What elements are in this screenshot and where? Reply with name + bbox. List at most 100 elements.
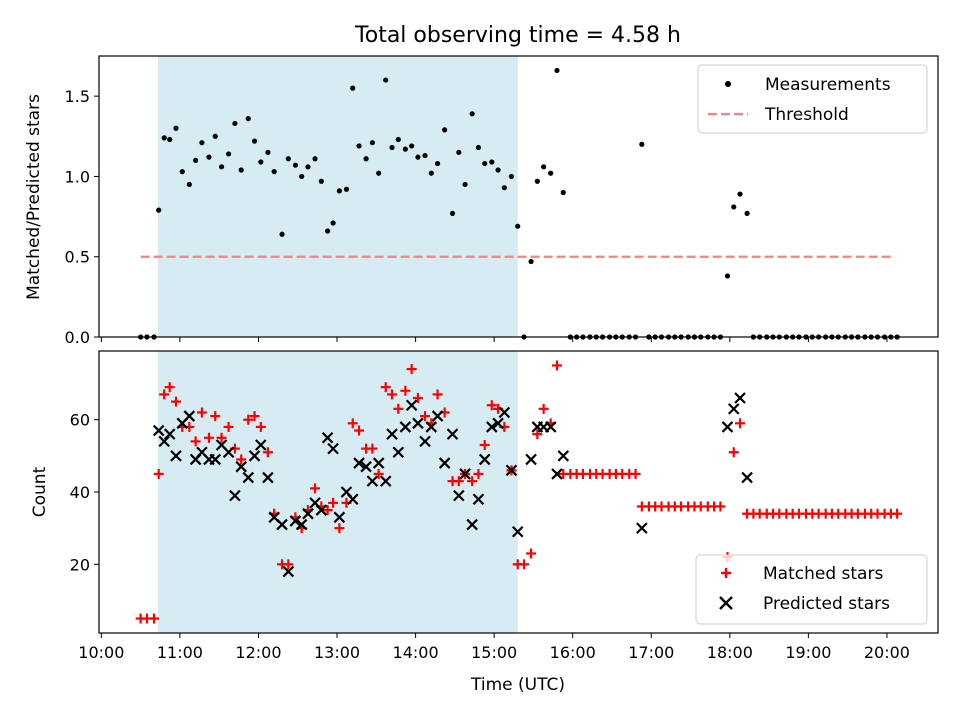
matched-star-marker bbox=[322, 505, 333, 516]
measurement-point bbox=[428, 170, 434, 176]
measurement-point bbox=[232, 120, 238, 127]
measurement-point bbox=[376, 170, 382, 176]
matched-star-marker bbox=[551, 360, 562, 371]
predicted-star-marker bbox=[741, 471, 753, 484]
measurement-point bbox=[206, 154, 212, 160]
predicted-star-marker bbox=[379, 475, 392, 487]
predicted-star-marker bbox=[353, 457, 365, 469]
top-observing-window bbox=[157, 56, 518, 337]
predicted-star-marker bbox=[472, 493, 485, 506]
predicted-star-marker bbox=[152, 424, 165, 437]
measurement-point bbox=[456, 149, 462, 155]
matched-star-marker bbox=[532, 429, 543, 440]
predicted-star-marker bbox=[438, 457, 451, 469]
predicted-star-marker bbox=[360, 460, 372, 473]
bottom-legend-box bbox=[695, 554, 928, 625]
predicted-star-marker bbox=[235, 460, 247, 473]
bottom-y-tick-label: 40 bbox=[70, 483, 90, 502]
measurement-point bbox=[434, 160, 441, 167]
matched-star-marker bbox=[467, 476, 478, 487]
bottom-x-ticks: 10:00 11:00 12:00 13:00 14:00 15:00 16:00 17:00… bbox=[78, 633, 910, 662]
top-y-tick-label: 1.5 bbox=[65, 87, 90, 106]
legend-predicted-marker bbox=[719, 596, 733, 610]
top-legend: Measurements Threshold bbox=[697, 64, 928, 134]
matched-star-marker bbox=[170, 396, 181, 407]
measurement-point bbox=[330, 220, 336, 226]
matched-star-marker bbox=[380, 382, 391, 393]
matched-star-marker bbox=[310, 483, 321, 494]
predicted-star-marker bbox=[163, 428, 176, 440]
matched-star-marker bbox=[479, 440, 490, 450]
x-tick-label: 16:00 bbox=[550, 643, 596, 662]
predicted-star-marker bbox=[551, 468, 563, 480]
matched-star-marker bbox=[526, 548, 537, 559]
x-tick-label: 20:00 bbox=[864, 643, 910, 662]
predicted-star-marker bbox=[222, 446, 235, 459]
predicted-star-marker bbox=[183, 410, 196, 422]
predicted-star-marker bbox=[459, 468, 471, 480]
bottom-axes: 20 40 60 10:00 11:00 12:00 13:00 14:00 15:00 16:… bbox=[30, 350, 939, 695]
measurement-point bbox=[161, 135, 167, 141]
matched-star-marker bbox=[203, 432, 214, 443]
measurement-point bbox=[238, 167, 244, 173]
measurement-point bbox=[724, 273, 731, 279]
predicted-star-marker bbox=[333, 511, 346, 524]
predicted-star-marker bbox=[392, 446, 405, 459]
measurement-point bbox=[369, 140, 375, 146]
predicted-star-marker bbox=[498, 406, 511, 419]
measurement-point bbox=[415, 154, 421, 160]
predicted-star-marker bbox=[446, 428, 459, 440]
predicted-star-marker bbox=[242, 471, 255, 484]
measurement-point bbox=[292, 162, 298, 168]
predicted-star-marker bbox=[158, 435, 170, 448]
matched-star-marker bbox=[630, 468, 641, 479]
predicted-star-marker bbox=[478, 453, 491, 466]
predicted-star-marker bbox=[346, 493, 359, 506]
top-y-ticks: 0.0 0.5 1.0 1.5 bbox=[65, 87, 99, 347]
x-tick-label: 11:00 bbox=[157, 643, 203, 662]
matched-star-marker bbox=[255, 421, 266, 432]
predicted-star-marker bbox=[419, 435, 431, 448]
measurement-point bbox=[285, 156, 291, 162]
matched-star-marker bbox=[148, 613, 159, 624]
measurement-point bbox=[265, 149, 271, 155]
matched-star-marker bbox=[262, 447, 273, 458]
measurement-point bbox=[299, 173, 305, 180]
matched-star-marker bbox=[196, 407, 207, 418]
predicted-star-marker bbox=[315, 504, 328, 516]
predicted-star-marker bbox=[557, 450, 570, 462]
x-tick-label: 14:00 bbox=[393, 643, 439, 662]
measurement-point bbox=[495, 167, 501, 173]
top-y-tick-label: 1.0 bbox=[65, 167, 90, 186]
predicted-star-marker bbox=[431, 410, 444, 422]
measurement-point bbox=[449, 210, 456, 216]
measurement-point bbox=[343, 186, 350, 192]
measurement-point bbox=[279, 231, 285, 237]
measurement-point bbox=[383, 77, 389, 83]
bottom-y-ticks: 20 40 60 bbox=[70, 411, 99, 574]
predicted-star-marker bbox=[209, 453, 222, 466]
matched-star-marker bbox=[400, 385, 411, 396]
measurement-point bbox=[245, 116, 251, 122]
matched-star-marker bbox=[538, 403, 549, 414]
measurement-point bbox=[218, 164, 225, 170]
measurement-point bbox=[251, 138, 258, 144]
predicted-star-marker bbox=[295, 518, 308, 531]
measurement-point bbox=[528, 258, 534, 265]
legend-measurements-label: Measurements bbox=[765, 75, 891, 95]
measurement-points bbox=[138, 67, 900, 340]
measurement-point bbox=[501, 185, 507, 191]
x-axis-label: Time (UTC) bbox=[470, 675, 565, 695]
matched-star-marker bbox=[892, 508, 903, 519]
matched-star-marker bbox=[367, 443, 378, 454]
measurement-point bbox=[475, 144, 482, 151]
chart-title: Total observing time = 4.58 h bbox=[354, 23, 681, 48]
bottom-observing-window bbox=[157, 351, 518, 633]
bottom-y-tick-label: 20 bbox=[70, 555, 90, 574]
measurement-point bbox=[508, 173, 515, 180]
x-tick-label: 13:00 bbox=[314, 643, 360, 662]
predicted-star-marker bbox=[486, 421, 498, 433]
measurement-point bbox=[534, 178, 540, 184]
predicted-star-marker bbox=[511, 525, 524, 538]
